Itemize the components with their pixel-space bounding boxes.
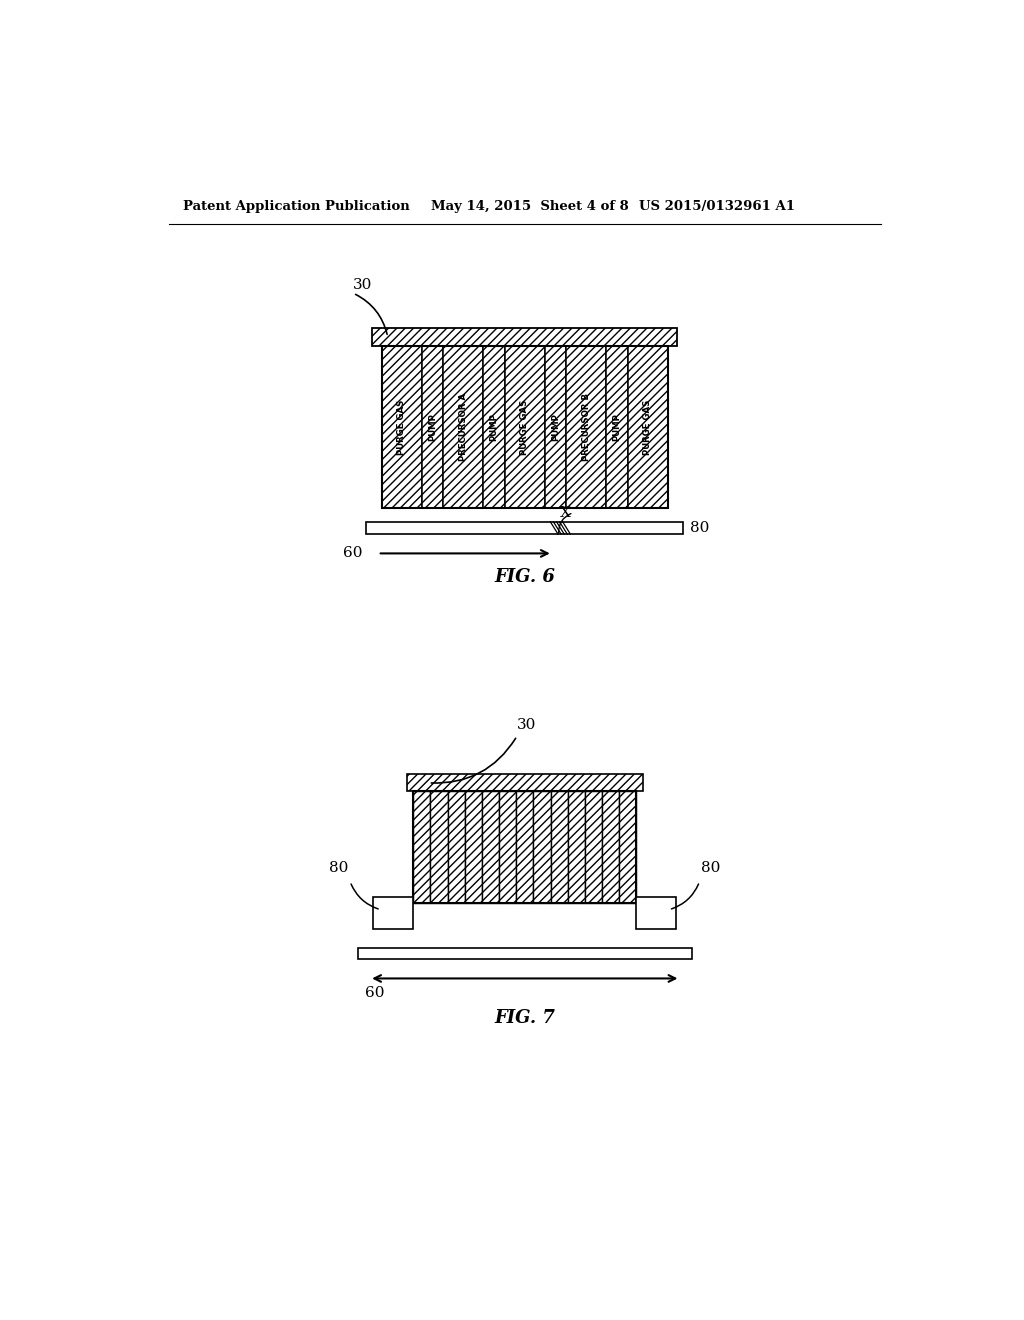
- Text: Patent Application Publication: Patent Application Publication: [183, 199, 410, 213]
- Bar: [602, 792, 620, 903]
- Bar: [373, 896, 413, 929]
- Bar: [373, 327, 677, 346]
- Bar: [357, 949, 692, 960]
- Text: PUMP: PUMP: [551, 413, 560, 441]
- Text: 60: 60: [343, 546, 362, 561]
- Bar: [430, 792, 447, 903]
- Text: May 14, 2015  Sheet 4 of 8: May 14, 2015 Sheet 4 of 8: [431, 199, 629, 213]
- Text: 80: 80: [329, 861, 348, 875]
- Text: 30: 30: [353, 277, 373, 292]
- Text: 80: 80: [701, 861, 721, 875]
- Bar: [367, 521, 683, 535]
- Bar: [637, 896, 677, 929]
- Bar: [620, 792, 637, 903]
- Bar: [505, 346, 545, 508]
- Text: FIG. 6: FIG. 6: [495, 568, 555, 586]
- Text: PUMP: PUMP: [612, 413, 622, 441]
- Bar: [545, 346, 566, 508]
- Text: PURGE GAS: PURGE GAS: [520, 400, 529, 455]
- Bar: [585, 792, 602, 903]
- Bar: [516, 792, 534, 903]
- Bar: [482, 792, 499, 903]
- Text: PUMP: PUMP: [428, 413, 437, 441]
- Bar: [413, 792, 637, 903]
- Text: 30: 30: [517, 718, 537, 733]
- Bar: [534, 792, 551, 903]
- Bar: [382, 346, 422, 508]
- Bar: [447, 792, 465, 903]
- Text: 80: 80: [689, 521, 709, 535]
- Bar: [422, 346, 443, 508]
- Bar: [483, 346, 505, 508]
- Bar: [606, 346, 628, 508]
- Text: PURGE GAS: PURGE GAS: [397, 400, 407, 455]
- Bar: [465, 792, 482, 903]
- Text: PUMP: PUMP: [489, 413, 499, 441]
- Text: US 2015/0132961 A1: US 2015/0132961 A1: [639, 199, 795, 213]
- Bar: [443, 346, 483, 508]
- Bar: [551, 792, 567, 903]
- Bar: [499, 792, 516, 903]
- Text: FIG. 7: FIG. 7: [495, 1010, 555, 1027]
- Text: PRECURSOR A: PRECURSOR A: [459, 393, 468, 461]
- Bar: [628, 346, 668, 508]
- Text: PURGE GAS: PURGE GAS: [643, 400, 652, 455]
- Bar: [382, 346, 668, 508]
- Bar: [566, 346, 606, 508]
- Bar: [567, 792, 585, 903]
- Bar: [407, 775, 643, 792]
- Bar: [413, 792, 430, 903]
- Text: X: X: [560, 507, 571, 520]
- Text: PRECURSOR B: PRECURSOR B: [582, 393, 591, 461]
- Text: 60: 60: [366, 986, 385, 1001]
